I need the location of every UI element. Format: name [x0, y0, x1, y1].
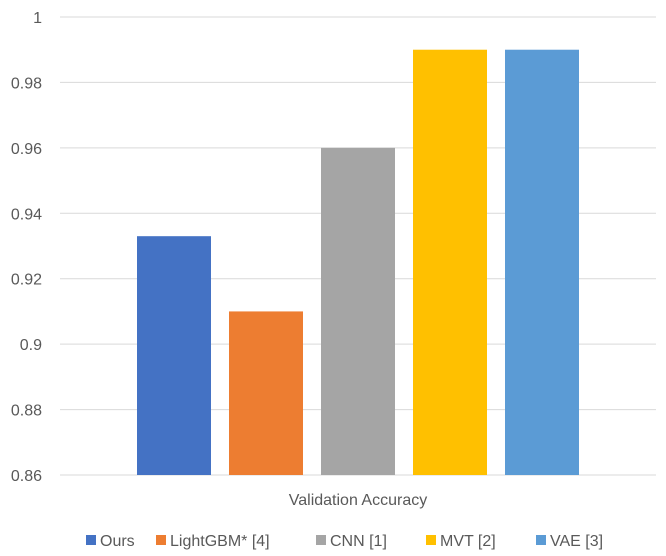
x-axis-title: Validation Accuracy — [289, 492, 427, 509]
bar-mvt-2 — [413, 49, 487, 475]
legend-label: Ours — [100, 533, 135, 550]
legend-item: LightGBM* [4] — [156, 533, 270, 550]
y-tick-label: 0.9 — [20, 337, 42, 354]
legend-label: CNN [1] — [330, 533, 387, 550]
legend-swatch — [156, 535, 166, 545]
bar-ours — [137, 236, 211, 475]
legend-item: VAE [3] — [536, 533, 603, 550]
legend-item: MVT [2] — [426, 533, 496, 550]
legend-label: LightGBM* [4] — [170, 533, 270, 550]
y-tick-label: 0.94 — [11, 206, 42, 223]
legend-swatch — [316, 535, 326, 545]
y-tick-label: 0.86 — [11, 468, 42, 485]
bar-vae-3 — [505, 49, 579, 475]
legend-label: VAE [3] — [550, 533, 603, 550]
legend-item: CNN [1] — [316, 533, 387, 550]
y-tick-label: 0.88 — [11, 403, 42, 420]
legend: Ours LightGBM* [4] CNN [1] MVT [2] VAE [3] — [86, 533, 603, 550]
bar-cnn-1 — [321, 147, 395, 475]
y-tick-label: 0.96 — [11, 141, 42, 158]
y-tick-label: 0.92 — [11, 272, 42, 289]
bar-lightgbm-4 — [229, 311, 303, 475]
legend-swatch — [426, 535, 436, 545]
y-tick-label: 1 — [33, 10, 42, 27]
y-tick-label: 0.98 — [11, 75, 42, 92]
legend-swatch — [86, 535, 96, 545]
y-axis-ticks: 0.86 0.88 0.9 0.92 0.94 0.96 0.98 1 — [11, 10, 42, 485]
legend-label: MVT [2] — [440, 533, 496, 550]
legend-swatch — [536, 535, 546, 545]
legend-item: Ours — [86, 533, 135, 550]
bars — [137, 49, 579, 475]
